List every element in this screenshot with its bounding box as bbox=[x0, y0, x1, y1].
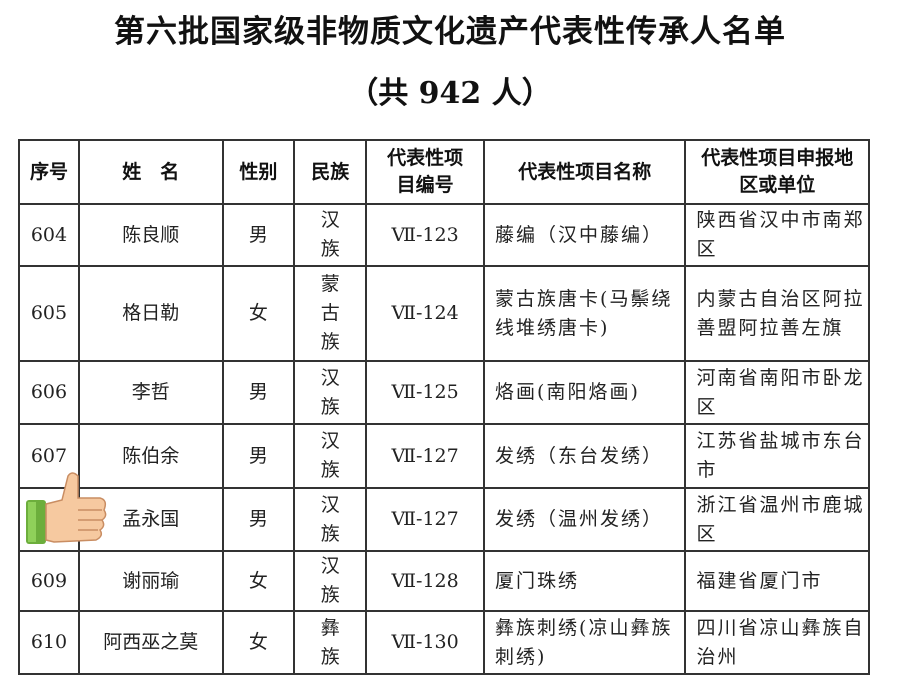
cell-project: 藤编（汉中藤编） bbox=[483, 203, 687, 267]
cell-gender: 女 bbox=[221, 550, 296, 612]
table-row: 610 阿西巫之莫女彝族 Ⅶ-130 彝族刺绣(凉山彝族刺绣) 四川省凉山彝族自治州 bbox=[18, 610, 870, 675]
cell-code: Ⅶ-127 bbox=[365, 487, 486, 552]
cell-region: 浙江省温州市鹿城区 bbox=[684, 487, 870, 552]
cell-project: 烙画(南阳烙画) bbox=[483, 360, 687, 425]
cell-ethnic: 汉族 bbox=[293, 423, 368, 489]
thumbs-up-icon bbox=[26, 472, 107, 544]
cell-project: 发绣（温州发绣） bbox=[483, 487, 687, 552]
cell-gender: 男 bbox=[221, 203, 296, 267]
cell-no: 604 bbox=[18, 203, 80, 267]
cell-region: 河南省南阳市卧龙区 bbox=[684, 360, 870, 425]
cell-gender: 男 bbox=[221, 487, 296, 552]
document-title: 第六批国家级非物质文化遗产代表性传承人名单 bbox=[114, 14, 786, 50]
cell-project: 蒙古族唐卡(马鬃绕线堆绣唐卡) bbox=[483, 265, 687, 362]
cell-region: 内蒙古自治区阿拉善盟阿拉善左旗 bbox=[684, 265, 870, 362]
cell-code: Ⅶ-123 bbox=[365, 203, 486, 267]
cell-code: Ⅶ-125 bbox=[365, 360, 486, 425]
cell-gender: 女 bbox=[221, 265, 296, 362]
cell-no: 609 bbox=[18, 550, 80, 612]
header-no: 序号 bbox=[18, 139, 80, 205]
cell-project: 发绣（东台发绣） bbox=[483, 423, 687, 489]
cell-ethnic: 汉族 bbox=[293, 550, 368, 612]
cell-project: 彝族刺绣(凉山彝族刺绣) bbox=[483, 610, 687, 675]
cell-code: Ⅶ-127 bbox=[365, 423, 486, 489]
cell-code: Ⅶ-128 bbox=[365, 550, 486, 612]
cell-no: 610 bbox=[18, 610, 80, 675]
cell-ethnic: 汉族 bbox=[293, 360, 368, 425]
inheritors-table: 序号 姓 名 性别 民族 代表性项目编号 代表性项目名称 代表性项目申报地区或单… bbox=[18, 139, 870, 675]
cell-name: 谢丽瑜 bbox=[77, 550, 224, 612]
header-region: 代表性项目申报地区或单位 bbox=[684, 139, 870, 205]
document-subtitle: （共 942 人） bbox=[348, 76, 552, 111]
table-row: 605 格日勒女蒙古族 Ⅶ-124 蒙古族唐卡(马鬃绕线堆绣唐卡) 内蒙古自治区阿拉善盟… bbox=[18, 265, 870, 362]
cell-name: 陈伯余 bbox=[77, 423, 224, 489]
cell-code: Ⅶ-130 bbox=[365, 610, 486, 675]
cell-gender: 男 bbox=[221, 423, 296, 489]
cell-name: 陈良顺 bbox=[77, 203, 224, 267]
cell-project: 厦门珠绣 bbox=[483, 550, 687, 612]
cell-region: 陕西省汉中市南郑区 bbox=[684, 203, 870, 267]
cell-name: 阿西巫之莫 bbox=[77, 610, 224, 675]
header-gender: 性别 bbox=[221, 139, 296, 205]
cell-ethnic: 汉族 bbox=[293, 487, 368, 552]
table-header-row: 序号 姓 名 性别 民族 代表性项目编号 代表性项目名称 代表性项目申报地区或单… bbox=[18, 139, 870, 205]
table-row: 609 谢丽瑜女汉族 Ⅶ-128 厦门珠绣 福建省厦门市 bbox=[18, 550, 870, 612]
cell-region: 江苏省盐城市东台市 bbox=[684, 423, 870, 489]
cell-no: 605 bbox=[18, 265, 80, 362]
header-project: 代表性项目名称 bbox=[483, 139, 687, 205]
table-row: 606 李哲男汉族 Ⅶ-125 烙画(南阳烙画) 河南省南阳市卧龙区 bbox=[18, 360, 870, 425]
cell-name: 格日勒 bbox=[77, 265, 224, 362]
table-row: 607 陈伯余男汉族 Ⅶ-127 发绣（东台发绣） 江苏省盐城市东台市 bbox=[18, 423, 870, 489]
table-row: 604 陈良顺男汉族 Ⅶ-123 藤编（汉中藤编） 陕西省汉中市南郑区 bbox=[18, 203, 870, 267]
cell-gender: 女 bbox=[221, 610, 296, 675]
cell-ethnic: 蒙古族 bbox=[293, 265, 368, 362]
table-row: 孟永国男汉族 Ⅶ-127 发绣（温州发绣） 浙江省温州市鹿城区 bbox=[18, 487, 870, 552]
cell-code: Ⅶ-124 bbox=[365, 265, 486, 362]
cell-ethnic: 彝族 bbox=[293, 610, 368, 675]
header-ethnic: 民族 bbox=[293, 139, 368, 205]
cell-region: 四川省凉山彝族自治州 bbox=[684, 610, 870, 675]
header-name: 姓 名 bbox=[77, 139, 224, 205]
cell-no: 606 bbox=[18, 360, 80, 425]
cell-region: 福建省厦门市 bbox=[684, 550, 870, 612]
header-code: 代表性项目编号 bbox=[365, 139, 486, 205]
cell-gender: 男 bbox=[221, 360, 296, 425]
cell-name: 李哲 bbox=[77, 360, 224, 425]
cell-ethnic: 汉族 bbox=[293, 203, 368, 267]
